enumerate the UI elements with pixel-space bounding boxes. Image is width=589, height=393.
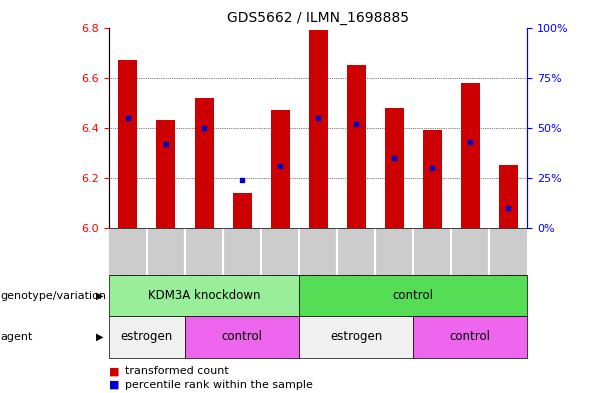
Text: KDM3A knockdown: KDM3A knockdown — [148, 289, 260, 302]
Bar — [309, 30, 327, 228]
Bar — [461, 83, 479, 228]
Bar — [157, 120, 176, 228]
Text: percentile rank within the sample: percentile rank within the sample — [125, 380, 313, 390]
Text: transformed count: transformed count — [125, 366, 229, 376]
Text: agent: agent — [0, 332, 32, 342]
Text: ■: ■ — [109, 380, 120, 390]
Text: ▶: ▶ — [95, 332, 103, 342]
Title: GDS5662 / ILMN_1698885: GDS5662 / ILMN_1698885 — [227, 11, 409, 25]
Text: control: control — [393, 289, 434, 302]
Bar — [118, 60, 137, 228]
Bar — [233, 193, 252, 228]
Text: control: control — [221, 331, 263, 343]
Text: estrogen: estrogen — [121, 331, 173, 343]
Bar — [422, 130, 442, 228]
Text: ▶: ▶ — [95, 291, 103, 301]
Bar — [346, 65, 366, 228]
Bar — [385, 108, 403, 228]
Bar — [194, 98, 213, 228]
Text: genotype/variation: genotype/variation — [0, 291, 106, 301]
Text: estrogen: estrogen — [330, 331, 382, 343]
Text: control: control — [449, 331, 491, 343]
Text: ■: ■ — [109, 366, 120, 376]
Bar — [270, 110, 290, 228]
Bar — [499, 165, 518, 228]
